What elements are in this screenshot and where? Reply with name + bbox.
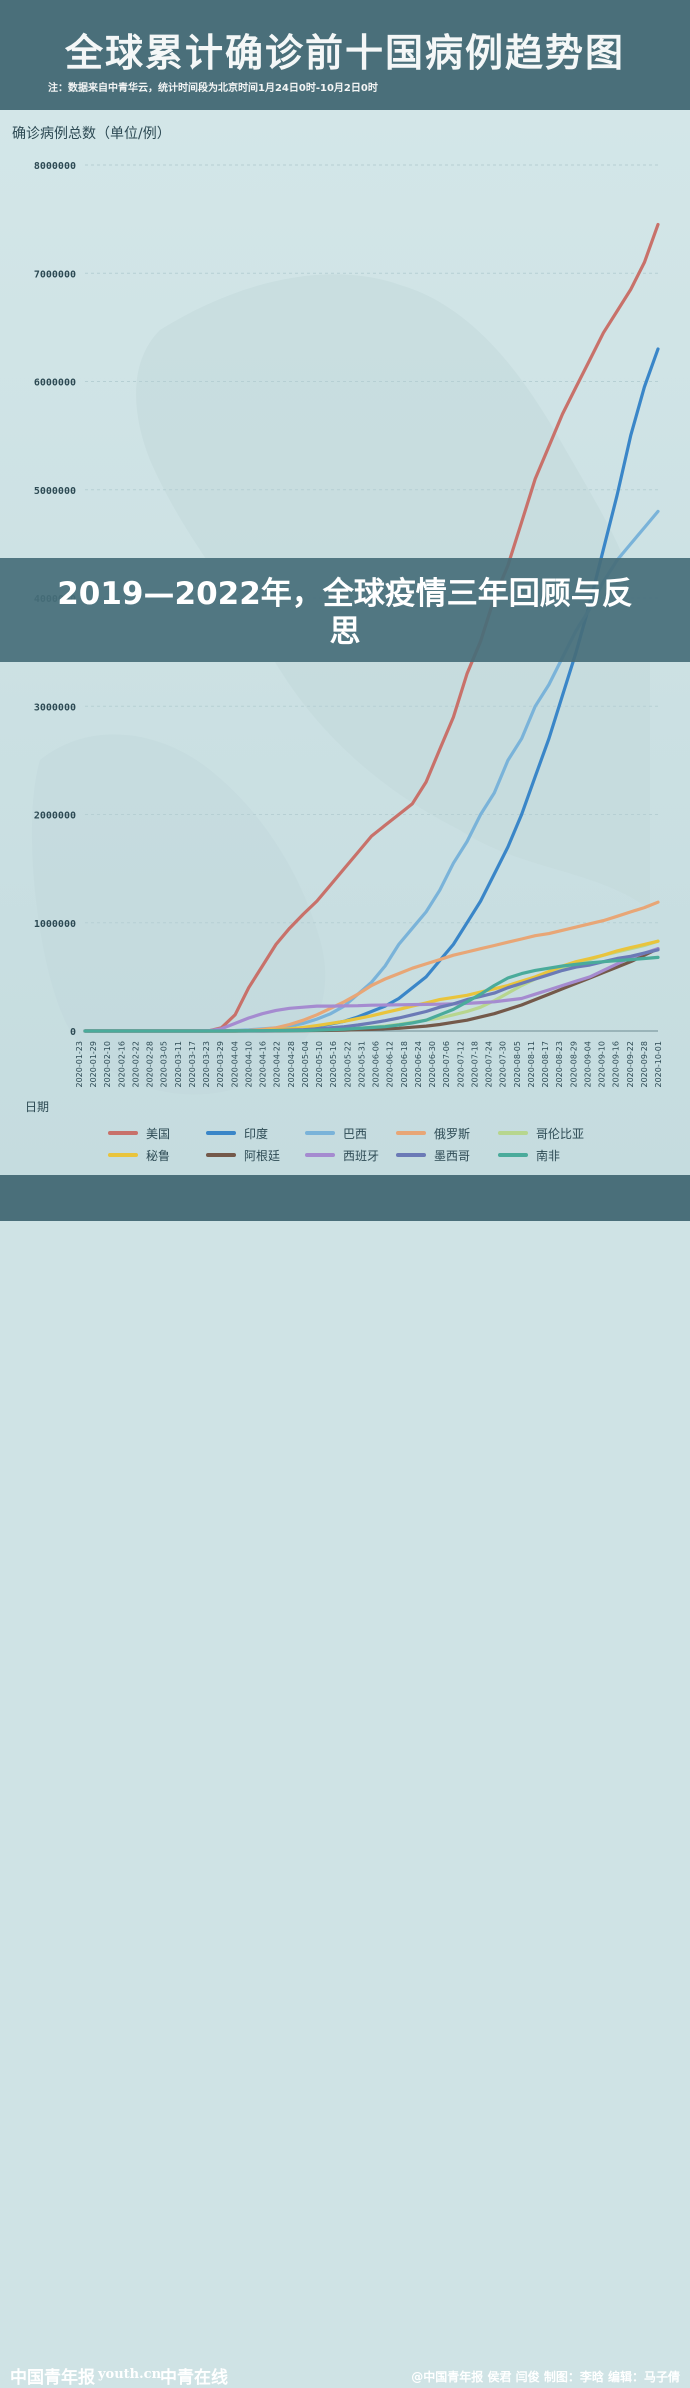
logo-zqzx: 中青在线 — [160, 2368, 228, 2388]
x-tick-label: 2020-08-11 — [527, 1041, 536, 1088]
x-tick-label: 2020-08-05 — [513, 1041, 522, 1088]
chart-title: 全球累计确诊前十国病例趋势图 — [64, 31, 625, 75]
legend-label: 巴西 — [343, 1127, 367, 1141]
x-tick-label: 2020-09-04 — [583, 1041, 592, 1088]
x-tick-label: 2020-09-16 — [612, 1041, 621, 1088]
legend-label: 秘鲁 — [146, 1149, 170, 1163]
x-tick-label: 2020-06-18 — [400, 1041, 409, 1088]
x-tick-label: 2020-03-17 — [188, 1041, 197, 1088]
x-tick-label: 2020-09-28 — [640, 1041, 649, 1088]
x-tick-label: 2020-07-18 — [470, 1041, 479, 1088]
x-tick-label: 2020-03-05 — [160, 1041, 169, 1088]
logo-zqb: 中国青年报 — [10, 2368, 95, 2388]
y-tick-label: 7000000 — [34, 269, 76, 280]
x-tick-label: 2020-08-17 — [541, 1041, 550, 1088]
y-tick-label: 8000000 — [34, 161, 76, 172]
x-tick-label: 2020-04-16 — [259, 1041, 268, 1088]
legend-label: 哥伦比亚 — [536, 1126, 584, 1141]
x-tick-label: 2020-05-31 — [357, 1041, 366, 1088]
x-tick-label: 2020-02-16 — [117, 1041, 126, 1088]
legend-label: 南非 — [536, 1148, 560, 1163]
x-tick-label: 2020-05-22 — [343, 1041, 352, 1088]
map-watermark-2 — [31, 734, 326, 1095]
x-tick-label: 2020-07-30 — [499, 1041, 508, 1088]
x-tick-label: 2020-09-10 — [598, 1041, 607, 1088]
credit-text: @中国青年报 侯君 闫俊 制图：李晗 编辑：马子倩 — [411, 2370, 680, 2384]
x-tick-label: 2020-01-29 — [89, 1041, 98, 1088]
x-tick-label: 2020-02-28 — [146, 1041, 155, 1088]
legend-label: 西班牙 — [343, 1149, 379, 1163]
x-tick-label: 2020-04-04 — [230, 1041, 239, 1088]
x-tick-label: 2020-02-10 — [103, 1041, 112, 1088]
x-tick-label: 2020-06-24 — [414, 1041, 423, 1088]
x-tick-label: 2020-01-23 — [75, 1041, 84, 1088]
legend-label: 阿根廷 — [244, 1149, 280, 1163]
headline-banner — [0, 558, 690, 662]
chart-note: 注：数据来自中青华云，统计时间段为北京时间1月24日0时-10月2日0时 — [48, 83, 378, 94]
x-tick-label: 2020-07-12 — [456, 1041, 465, 1088]
x-tick-label: 2020-07-24 — [485, 1041, 494, 1088]
footer: 中国青年报 youth.cn 中青在线 @中国青年报 侯君 闫俊 制图：李晗 编… — [0, 1175, 690, 2388]
x-tick-label: 2020-04-10 — [244, 1041, 253, 1088]
x-tick-label: 2020-03-23 — [202, 1041, 211, 1088]
x-tick-label: 2020-09-22 — [626, 1041, 635, 1088]
headline-text: 2019—2022年，全球疫情三年回顾与反思 — [57, 576, 633, 650]
y-axis-label: 确诊病例总数（单位/例） — [12, 126, 171, 142]
logo-youth: youth.cn — [98, 2367, 162, 2382]
header: 全球累计确诊前十国病例趋势图 注：数据来自中青华云，统计时间段为北京时间1月24… — [0, 0, 690, 110]
y-tick-label: 3000000 — [34, 702, 76, 713]
x-tick-label: 2020-02-22 — [131, 1041, 140, 1088]
series-line-南非 — [83, 955, 660, 1033]
y-tick-label: 5000000 — [34, 486, 76, 497]
legend-label: 墨西哥 — [434, 1149, 470, 1163]
x-tick-label: 2020-07-06 — [442, 1041, 451, 1088]
x-tick-label: 2020-08-23 — [555, 1041, 564, 1088]
y-tick-label: 6000000 — [34, 378, 76, 389]
x-tick-label: 2020-05-04 — [301, 1041, 310, 1088]
legend-label: 俄罗斯 — [434, 1127, 470, 1141]
x-tick-label: 2020-05-16 — [329, 1041, 338, 1088]
x-tick-label: 2020-03-11 — [174, 1041, 183, 1088]
x-axis-label: 日期 — [25, 1100, 49, 1114]
x-tick-label: 2020-08-29 — [569, 1041, 578, 1088]
x-tick-label: 2020-06-30 — [428, 1041, 437, 1088]
legend-label: 印度 — [244, 1126, 268, 1141]
x-tick-label: 2020-05-10 — [315, 1041, 324, 1088]
x-tick-label: 2020-10-01 — [654, 1041, 663, 1088]
legend-label: 美国 — [146, 1127, 170, 1141]
x-tick-label: 2020-06-12 — [386, 1041, 395, 1088]
x-tick-label: 2020-04-28 — [287, 1041, 296, 1088]
y-tick-label: 1000000 — [34, 919, 76, 930]
y-tick-label: 0 — [70, 1027, 76, 1038]
x-tick-labels: 2020-01-23 2020-01-29 2020-02-10 2020-02-16… — [75, 1041, 663, 1088]
x-tick-label: 2020-03-29 — [216, 1041, 225, 1088]
x-tick-label: 2020-04-22 — [273, 1041, 282, 1088]
y-tick-label: 2000000 — [34, 811, 76, 822]
x-tick-label: 2020-06-06 — [372, 1041, 381, 1088]
